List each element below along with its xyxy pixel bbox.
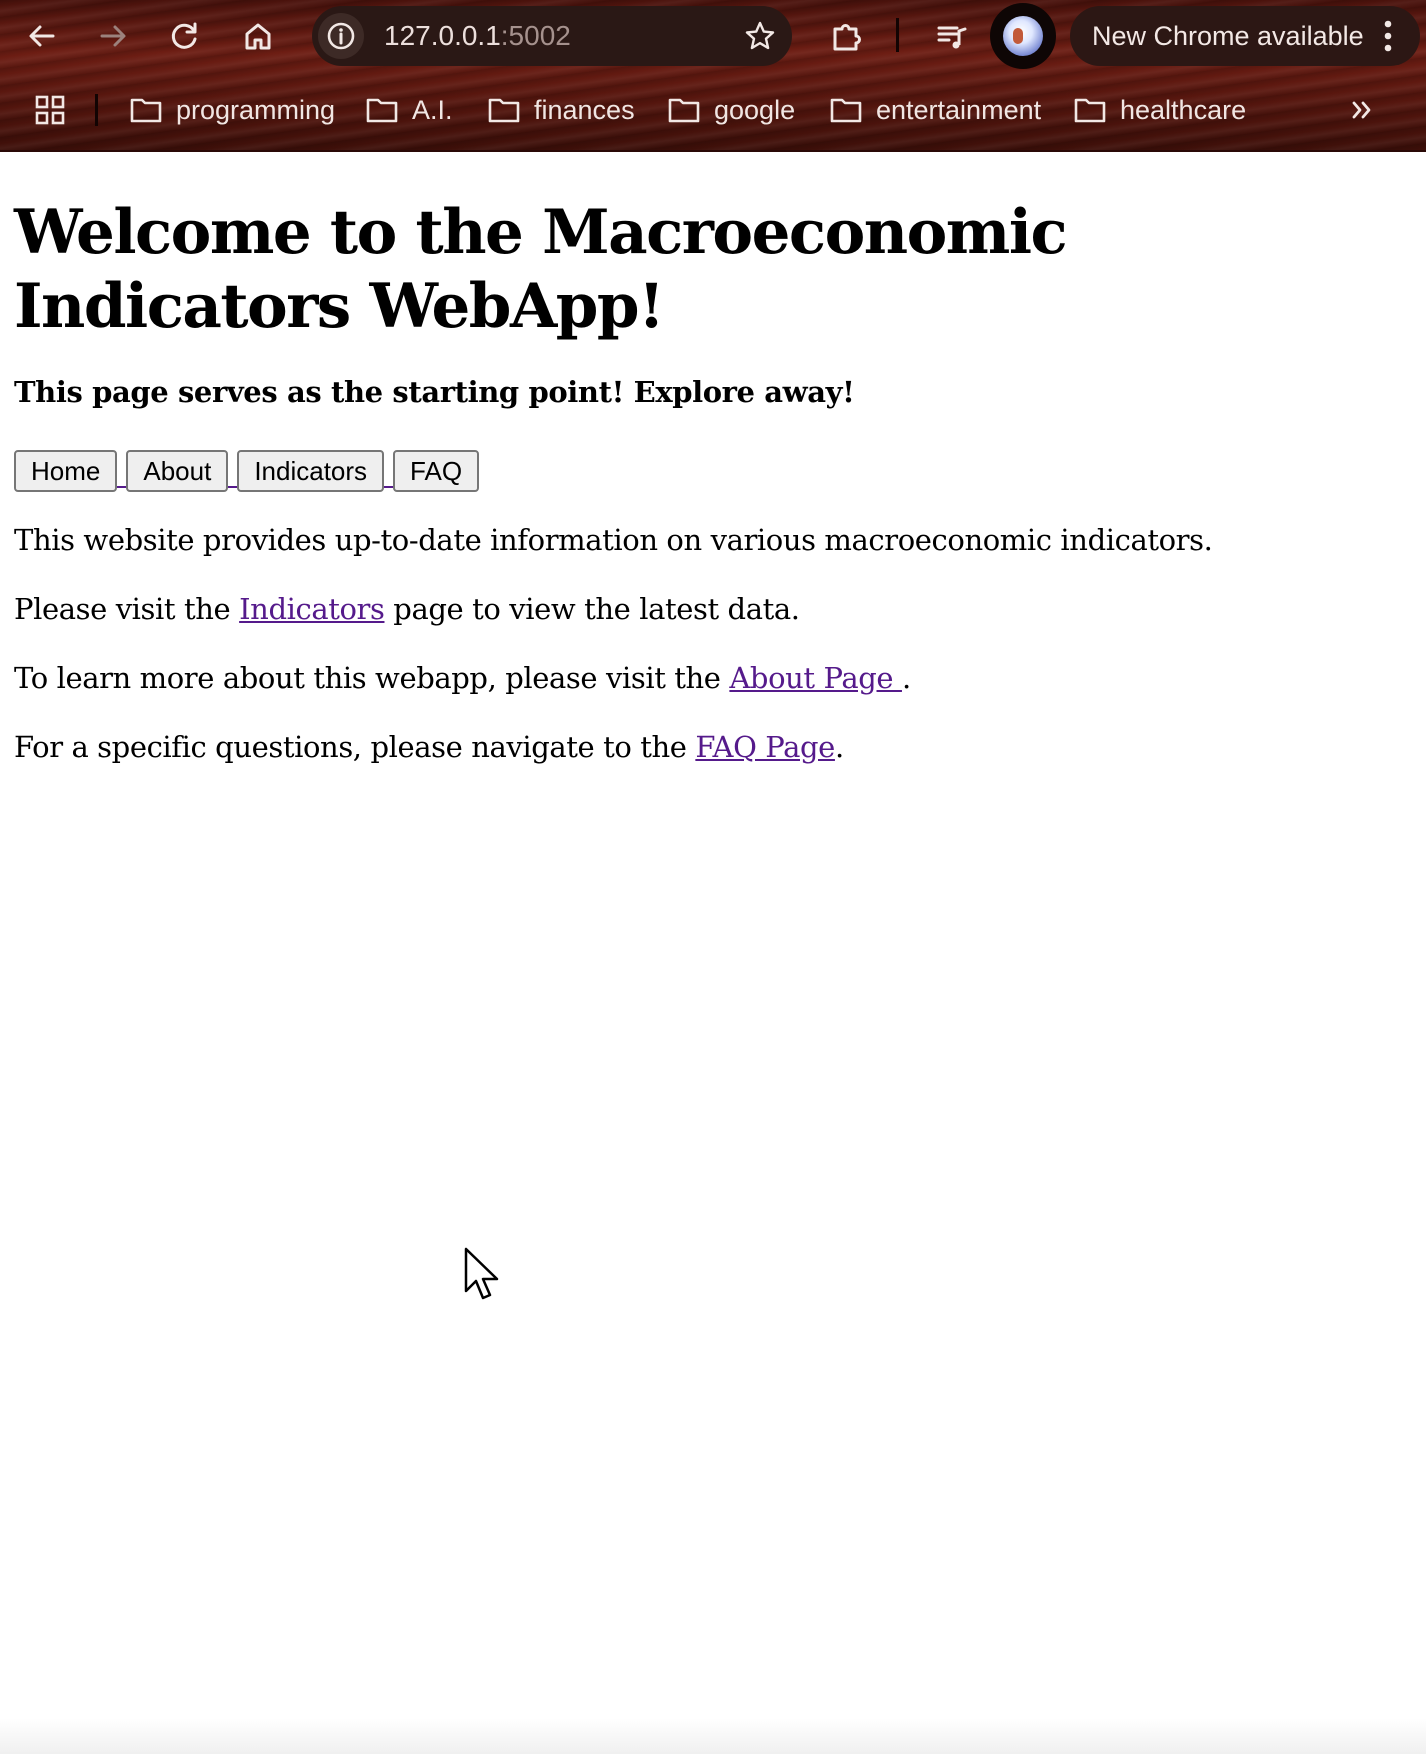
folder-icon [668, 98, 700, 123]
nav-link-gap [117, 450, 127, 492]
bookmark-label: programming [176, 94, 336, 125]
intro-paragraph: This website provides up-to-date informa… [14, 523, 1213, 557]
indicators-text-after: page to view the latest data. [384, 592, 800, 626]
bookmark-folder-entertainment[interactable]: entertainment [830, 80, 1041, 140]
about-text-before: To learn more about this webapp, please … [14, 661, 730, 695]
update-chrome-button[interactable]: New Chrome available [1070, 6, 1420, 66]
mouse-pointer-icon [463, 1247, 503, 1307]
folder-icon [130, 98, 162, 123]
nav-bar: Home About Indicators FAQ [14, 450, 1414, 492]
puzzle-piece-icon[interactable] [824, 14, 868, 58]
browser-toolbar: 127.0.0.1:5002 New Chrome available prog… [0, 0, 1426, 152]
reload-icon[interactable] [163, 14, 207, 58]
folder-icon [488, 98, 520, 123]
bookmarks-bar: programming A.I. finances google enterta… [0, 80, 1426, 140]
nav-link-gap [228, 450, 238, 492]
double-chevron-right-icon[interactable] [1340, 88, 1384, 132]
folder-icon [366, 98, 398, 123]
indicators-text-before: Please visit the [14, 592, 240, 626]
url-text[interactable]: 127.0.0.1:5002 [384, 20, 571, 51]
bookmark-label: google [714, 94, 796, 125]
home-button[interactable]: Home [14, 450, 118, 492]
back-arrow-icon[interactable] [20, 14, 64, 58]
indicators-link[interactable]: Indicators [239, 592, 385, 626]
forward-arrow-icon[interactable] [91, 14, 135, 58]
avatar-image [1003, 16, 1043, 56]
bookmark-label: finances [534, 94, 635, 125]
about-text-after: . [901, 661, 911, 695]
home-icon[interactable] [236, 14, 280, 58]
update-label: New Chrome available [1092, 21, 1364, 51]
indicators-paragraph: Please visit the Indicators page to view… [14, 589, 1414, 629]
window-bottom-edge [0, 1718, 1426, 1754]
about-page-link[interactable]: About Page [729, 661, 902, 695]
page-content: Welcome to the Macroeconomic Indicators … [14, 152, 1414, 767]
faq-text-after: . [834, 730, 844, 764]
grid-icon[interactable] [28, 88, 72, 132]
folder-icon [1074, 98, 1106, 123]
three-dots-icon[interactable] [1366, 14, 1410, 58]
bookmarks-divider [95, 94, 98, 126]
page-subtitle: This page serves as the starting point! … [14, 375, 855, 409]
bookmark-label: entertainment [876, 94, 1042, 125]
page-title: Welcome to the Macroeconomic Indicators … [14, 197, 1068, 342]
faq-text-before: For a specific questions, please navigat… [14, 730, 696, 764]
about-button[interactable]: About [126, 450, 229, 492]
playlist-icon[interactable] [930, 14, 974, 58]
bookmark-folder-google[interactable]: google [668, 80, 795, 140]
faq-paragraph: For a specific questions, please navigat… [14, 727, 1414, 767]
star-icon[interactable] [738, 14, 782, 58]
bookmark-folder-programming[interactable]: programming [130, 80, 335, 140]
bookmark-folder-ai[interactable]: A.I. [366, 80, 453, 140]
indicators-button[interactable]: Indicators [237, 450, 385, 492]
faq-button[interactable]: FAQ [393, 450, 480, 492]
toolbar-divider [896, 18, 899, 52]
address-bar[interactable]: 127.0.0.1:5002 [312, 6, 792, 66]
faq-page-link[interactable]: FAQ Page [695, 730, 835, 764]
about-paragraph: To learn more about this webapp, please … [14, 658, 1414, 698]
info-icon[interactable] [318, 13, 364, 59]
bookmark-label: A.I. [412, 94, 453, 125]
bookmark-folder-finances[interactable]: finances [488, 80, 635, 140]
nav-link-gap [384, 450, 394, 492]
avatar[interactable] [990, 3, 1056, 69]
bookmark-label: healthcare [1120, 94, 1247, 125]
bookmark-folder-healthcare[interactable]: healthcare [1074, 80, 1246, 140]
folder-icon [830, 98, 862, 123]
